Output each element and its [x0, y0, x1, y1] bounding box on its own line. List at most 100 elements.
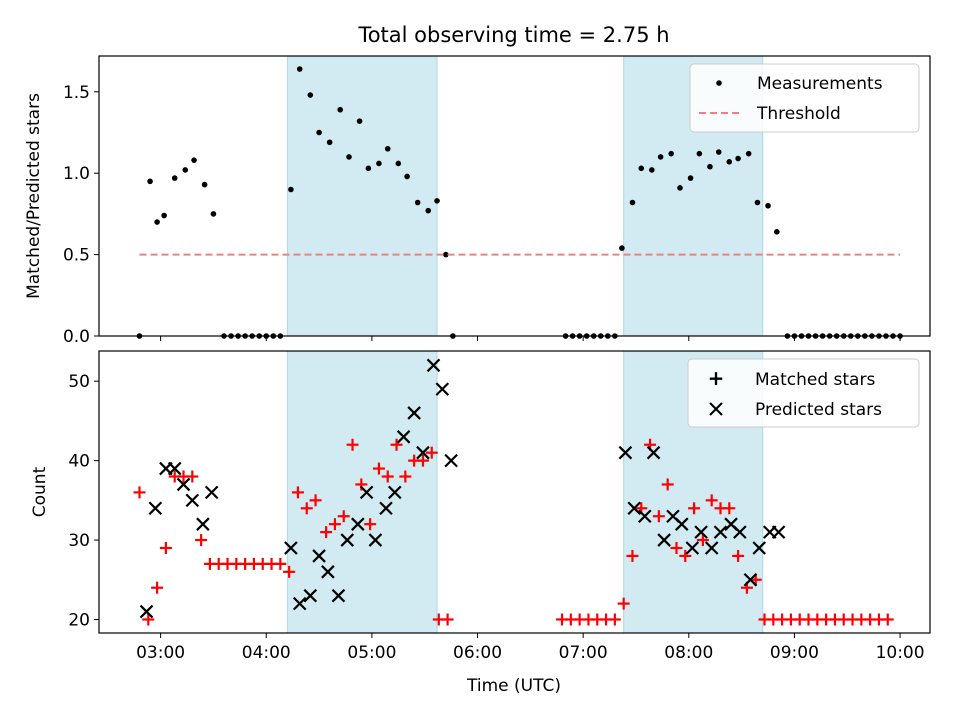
predicted-star-point-0 [139, 604, 154, 619]
matched-star-point-26 [364, 518, 377, 531]
count-y-tick-label-1: 30 [68, 531, 90, 551]
ratio-y-tick-label-3: 1.5 [63, 83, 90, 103]
predicted-x-b [196, 517, 210, 531]
predicted-x-b [416, 445, 430, 460]
measurement-point-5 [182, 167, 189, 173]
predicted-star-point-38 [733, 525, 747, 539]
predicted-star-point-33 [685, 541, 700, 555]
predicted-x-b [666, 509, 680, 524]
predicted-star-point-18 [379, 501, 393, 516]
measurement-point-4 [171, 175, 178, 181]
measurement-point-8 [210, 211, 217, 217]
measurement-point-25 [356, 118, 363, 124]
measurement-point-31 [414, 199, 421, 206]
predicted-star-point-21 [407, 406, 421, 420]
predicted-star-point-35 [704, 541, 719, 555]
predicted-star-point-34 [694, 525, 708, 539]
predicted-star-point-19 [388, 485, 402, 500]
matched-star-point-16 [274, 557, 287, 570]
count-y-tick-label-0: 20 [68, 610, 90, 630]
predicted-star-point-40 [752, 541, 767, 555]
predicted-star-point-3 [167, 461, 182, 476]
measurement-point-20 [307, 92, 314, 98]
matched-star-point-33 [425, 446, 438, 459]
predicted-star-point-5 [185, 493, 200, 508]
predicted-x-b [396, 430, 411, 444]
predicted-x-b [312, 549, 326, 563]
predicted-x-b [444, 453, 458, 468]
matched-star-point-6 [186, 470, 199, 483]
predicted-star-point-39 [743, 572, 758, 587]
x-tick-label-7: 10:00 [876, 643, 925, 663]
predicted-x-b [752, 541, 767, 555]
measurement-point-1 [147, 178, 153, 185]
predicted-x-b [303, 588, 318, 603]
matched-star-point-53 [705, 494, 718, 507]
measurement-point-49 [668, 150, 674, 157]
measurement-point-18 [288, 186, 294, 193]
predicted-x-b [321, 565, 335, 579]
predicted-star-point-29 [646, 445, 661, 460]
predicted-x-b [292, 596, 307, 611]
predicted-x-b [340, 533, 355, 547]
matched-star-point-48 [661, 478, 674, 491]
measurement-point-54 [715, 149, 722, 155]
measurement-point-60 [774, 229, 780, 235]
matched-star-point-49 [670, 542, 683, 555]
matched-star-point-18 [291, 486, 304, 499]
matched-star-point-30 [399, 470, 412, 483]
matched-star-point-43 [617, 597, 630, 610]
matched-star-point-55 [723, 502, 736, 515]
matched-star-point-32 [416, 454, 429, 467]
matched-star-point-35 [441, 613, 454, 626]
predicted-star-point-28 [638, 509, 652, 524]
measurement-point-26 [365, 165, 372, 172]
predicted-star-point-13 [331, 588, 346, 603]
ratio-y-tick-label-1: 0.5 [63, 246, 90, 266]
measurement-point-52 [696, 150, 703, 157]
predicted-x-b [743, 572, 758, 587]
predicted-x-b [627, 501, 641, 516]
matched-legend-marker: + [708, 366, 725, 390]
predicted-x-b [331, 588, 346, 603]
measurement-point-53 [707, 163, 713, 170]
predicted-star-point-1 [148, 501, 163, 516]
predicted-star-point-14 [340, 533, 355, 547]
predicted-x-b [618, 445, 633, 460]
predicted-star-point-4 [176, 477, 191, 492]
ratio-legend: Measurements Threshold [689, 63, 920, 133]
predicted-x-b [704, 541, 719, 555]
predicted-x-b [685, 541, 700, 555]
ratio-panel-frame [98, 55, 931, 337]
count-legend: + Matched stars Predicted stars [687, 358, 920, 428]
predicted-star-point-11 [312, 549, 326, 563]
ratio-y-axis-label: Matched/Predicted stars [24, 93, 44, 299]
predicted-x-b [733, 525, 747, 539]
predicted-star-point-16 [359, 485, 374, 500]
x-tick-label-0: 03:00 [136, 643, 185, 663]
predicted-star-point-27 [627, 501, 641, 516]
matched-legend-label: Matched stars [755, 370, 875, 390]
predicted-x-b [724, 517, 738, 531]
matched-star-point-52 [696, 534, 709, 547]
predicted-star-point-24 [435, 382, 450, 396]
predicted-x-b [185, 493, 200, 508]
predicted-star-point-25 [444, 453, 458, 468]
matched-star-point-24 [346, 438, 359, 451]
predicted-x-b [426, 358, 441, 373]
predicted-x-b [388, 485, 402, 500]
measurement-point-21 [316, 129, 322, 136]
matched-star-point-2 [151, 581, 164, 594]
predicted-star-point-10 [303, 588, 318, 603]
x-tick-label-3: 06:00 [453, 643, 502, 663]
predicted-star-point-26 [618, 445, 633, 460]
matched-star-point-42 [608, 613, 621, 626]
x-tick-label-4: 07:00 [559, 643, 608, 663]
x-tick-label-2: 05:00 [347, 643, 396, 663]
measurement-point-46 [638, 165, 645, 172]
count-y-tick-label-2: 40 [68, 452, 90, 472]
measurement-point-19 [296, 66, 303, 72]
measurement-point-29 [395, 160, 402, 167]
predicted-x-b [167, 461, 182, 476]
matched-star-point-19 [300, 502, 313, 515]
